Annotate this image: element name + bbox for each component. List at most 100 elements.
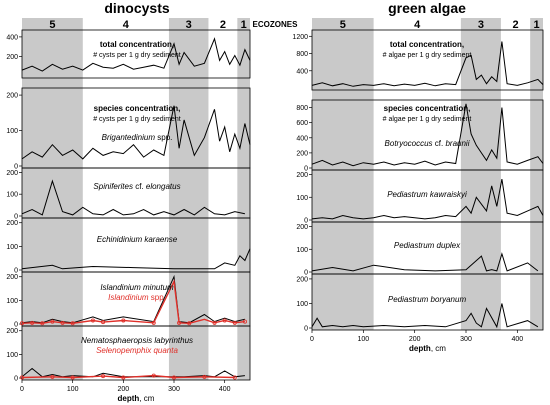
subplot-label-red: Islandinium spp.	[108, 293, 166, 302]
series-line-spiniferites-cf-elongatus	[21, 179, 246, 216]
subplot-label: Brigantedinium spp.	[102, 133, 173, 142]
y-tick-label: 200	[6, 220, 18, 227]
series-line-echinidinium-karaense	[21, 248, 251, 270]
panels-root: 5 4 3 2 1 dinocysts total concentration, # cyst…	[6, 0, 544, 403]
x-tick-label: 200	[409, 336, 421, 343]
series-point	[90, 318, 95, 323]
y-tick-label: 0	[304, 166, 308, 173]
header-sub-0: # cysts per 1 g dry sediment	[93, 52, 181, 59]
subplot-0: 200 400	[6, 29, 251, 79]
subplot-frame	[21, 29, 251, 79]
zone-label-1: 1	[534, 19, 540, 31]
zone-label-2: 2	[220, 19, 226, 31]
y-tick-label: 200	[296, 172, 308, 179]
series-point	[50, 319, 55, 324]
subplot-label: Islandinium minutum	[100, 283, 174, 292]
subplot-label-red: Selenopemphix quanta	[96, 346, 178, 355]
panel-title: green algae	[388, 0, 466, 16]
y-tick-label: 100	[6, 128, 18, 135]
subplot-frame	[21, 325, 251, 381]
y-tick-label: 400	[6, 34, 18, 41]
subplot-frame	[311, 273, 544, 331]
subplot-1: 0 100 200 Brigantedinium spp.	[6, 87, 251, 171]
y-tick-label: 200	[296, 150, 308, 157]
zone-shade-3	[460, 18, 501, 330]
series-point	[232, 320, 237, 325]
y-tick-label: 0	[304, 270, 308, 277]
series-point	[177, 320, 182, 325]
x-tick-label: 100	[357, 336, 369, 343]
subplot-label: Nematosphaeropsis labyrinthus	[81, 336, 193, 345]
x-tick-label: 0	[310, 336, 314, 343]
series-point	[187, 321, 192, 326]
header-sub-1: # cysts per 1 g dry sediment	[93, 116, 181, 123]
x-tick-label: 300	[460, 336, 472, 343]
series-line-pediastrum-boryanum	[311, 303, 539, 329]
series-point	[202, 374, 207, 379]
series-line-total-concentration	[21, 37, 251, 72]
subplot-4: 0 100 200 Pediastrum boryanum	[296, 273, 544, 333]
header-1: species concentration,	[94, 104, 181, 113]
x-axis-label: depth, cm	[409, 344, 446, 353]
y-tick-label: 100	[6, 298, 18, 305]
y-tick-label: 600	[296, 120, 308, 127]
y-tick-label: 200	[6, 54, 18, 61]
x-tick-label: 0	[20, 386, 24, 393]
subplot-label: Spiniferites cf. elongatus	[93, 182, 180, 191]
zone-label-3: 3	[186, 19, 192, 31]
series-point	[19, 321, 24, 326]
zone-shade-5	[312, 18, 374, 330]
series-point	[70, 375, 75, 380]
series-point	[232, 375, 237, 380]
y-tick-label: 200	[296, 276, 308, 283]
subplot-label: Pediastrum boryanum	[388, 295, 467, 304]
series-line-pediastrum-duplex	[311, 252, 539, 272]
x-tick-label: 200	[117, 386, 129, 393]
subplot-0: 400 800 1200	[292, 29, 544, 91]
series-point	[101, 320, 106, 325]
series-point	[60, 320, 65, 325]
header-1: species concentration,	[384, 104, 471, 113]
y-tick-label: 0	[14, 214, 18, 221]
y-tick-label: 1200	[292, 34, 308, 41]
ecozones-label: ECOZONES	[253, 20, 299, 29]
series-line-botryococcus-cf-braunii	[311, 103, 544, 167]
zone-label-1: 1	[241, 19, 247, 31]
y-tick-label: 100	[6, 352, 18, 359]
zone-shade-1	[530, 18, 543, 330]
panel-dino: 5 4 3 2 1 dinocysts total concentration, # cyst…	[6, 0, 251, 403]
series-line-selenopemphix-quanta	[21, 374, 235, 379]
series-point	[171, 375, 176, 380]
x-tick-label: 400	[511, 336, 523, 343]
zone-label-3: 3	[478, 19, 484, 31]
zone-label-5: 5	[340, 19, 346, 31]
y-tick-label: 200	[296, 224, 308, 231]
y-tick-label: 0	[14, 376, 18, 383]
zone-label-4: 4	[123, 19, 130, 31]
series-point	[151, 320, 156, 325]
x-tick-label: 100	[67, 386, 79, 393]
panel-algae: 5 4 3 2 1 green algae total concentration, # al…	[292, 0, 544, 353]
series-line-pediastrum-kawraiskyi	[311, 179, 544, 220]
zone-label-2: 2	[512, 19, 518, 31]
series-point	[242, 319, 247, 324]
y-tick-label: 400	[296, 135, 308, 142]
subplot-label: Echinidinium karaense	[97, 235, 178, 244]
series-line-islandinium-minutum	[21, 274, 246, 324]
subplot-5: 0 100 200 Nematosphaeropsis labyrinthusSele…	[6, 325, 251, 383]
zone-shade-1	[237, 18, 250, 380]
subplot-label: Botryococcus cf. braunii	[385, 139, 470, 148]
header-sub-1: # algae per 1 g dry sediment	[383, 116, 472, 123]
subplot-frame	[311, 29, 544, 91]
y-tick-label: 0	[304, 218, 308, 225]
series-point	[121, 375, 126, 380]
y-tick-label: 200	[6, 170, 18, 177]
y-tick-label: 100	[296, 301, 308, 308]
header-0: total concentration,	[100, 40, 174, 49]
series-point	[151, 373, 156, 378]
y-tick-label: 100	[296, 247, 308, 254]
header-0: total concentration,	[390, 40, 464, 49]
header-sub-0: # algae per 1 g dry sediment	[383, 52, 472, 59]
